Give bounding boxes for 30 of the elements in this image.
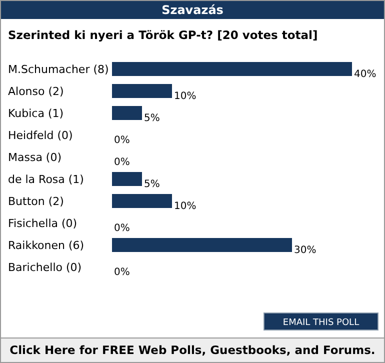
bar: [112, 84, 172, 98]
data-label: 0%: [114, 223, 130, 234]
chart-subtitle: Szerinted ki nyeri a Török GP-t? [20 votes total]: [8, 28, 318, 42]
y-tick-label: M.Schumacher (8): [8, 63, 109, 76]
y-tick-label: Button (2): [8, 195, 64, 208]
bar: [112, 106, 142, 120]
data-label: 40%: [354, 69, 376, 80]
y-tick-label: de la Rosa (1): [8, 173, 84, 186]
bar: [112, 238, 292, 252]
y-tick-label: Massa (0): [8, 151, 62, 164]
data-label: 0%: [114, 157, 130, 168]
bar: [112, 172, 142, 186]
bar: [112, 62, 352, 76]
data-label: 5%: [144, 179, 160, 190]
y-tick-label: Raikkonen (6): [8, 239, 84, 252]
data-label: 0%: [114, 267, 130, 278]
y-tick-label: Kubica (1): [8, 107, 64, 120]
bar: [112, 194, 172, 208]
y-tick-label: Heidfeld (0): [8, 129, 73, 142]
y-tick-label: Alonso (2): [8, 85, 64, 98]
data-label: 0%: [114, 135, 130, 146]
email-button: EMAIL THIS POLL: [264, 312, 378, 330]
y-tick-label: Fisichella (0): [8, 217, 78, 230]
data-label: 30%: [294, 245, 316, 256]
text: Click Here for FREE Web Polls, Guestbooks, and Forums.: [10, 343, 376, 357]
chart-title: Szavazás: [162, 3, 224, 17]
data-label: 10%: [174, 201, 196, 212]
y-tick-label: Barichello (0): [8, 261, 82, 274]
data-label: 10%: [174, 91, 196, 102]
data-label: 5%: [144, 113, 160, 124]
